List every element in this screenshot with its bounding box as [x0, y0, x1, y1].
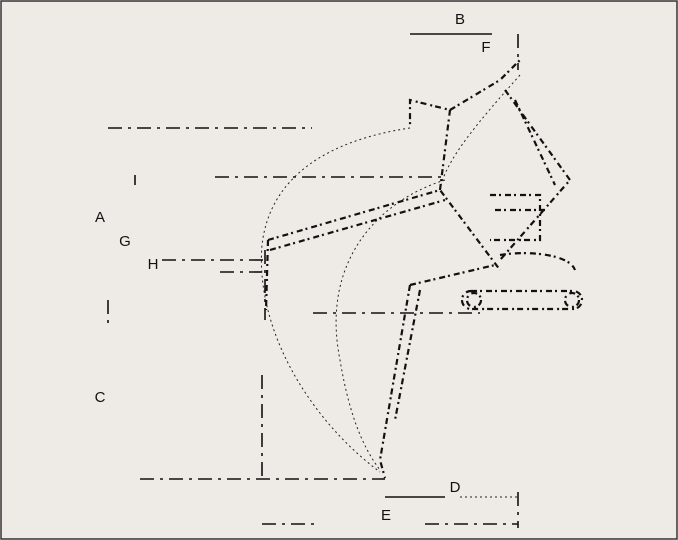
label: F — [481, 39, 490, 56]
range-arcs — [260, 74, 521, 473]
label: B — [455, 11, 465, 28]
label: E — [381, 507, 391, 524]
label: A — [95, 209, 105, 226]
label: H — [148, 256, 159, 273]
label: C — [95, 389, 106, 406]
label: D — [450, 479, 461, 496]
dimension-lines — [107, 33, 520, 528]
excavator — [264, 59, 584, 479]
label: G — [119, 233, 131, 250]
